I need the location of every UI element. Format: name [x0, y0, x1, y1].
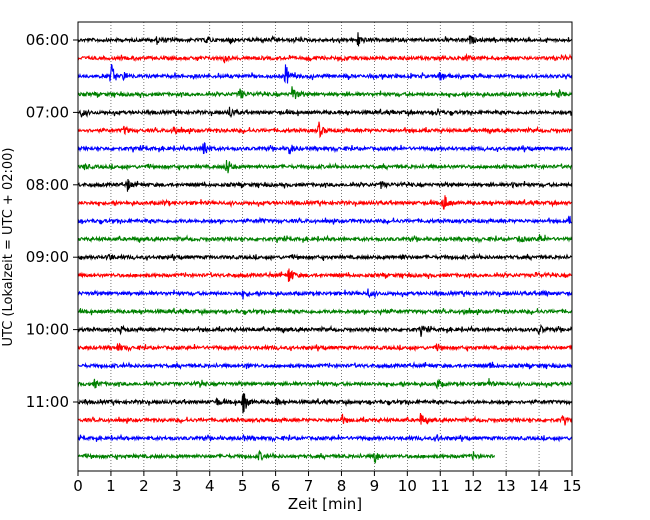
- trace-0600: [77, 32, 573, 47]
- x-tick-label-13: 13: [497, 477, 516, 495]
- y-tick-label-0600: 06:00: [26, 31, 69, 49]
- trace-0730: [77, 141, 573, 155]
- x-tick-label-7: 7: [304, 477, 314, 495]
- x-axis-title: Zeit [min]: [288, 495, 362, 513]
- x-tick-label-11: 11: [431, 477, 450, 495]
- x-tick-label-8: 8: [337, 477, 347, 495]
- x-tick-label-14: 14: [530, 477, 549, 495]
- x-tick-label-4: 4: [205, 477, 215, 495]
- x-tick-label-9: 9: [370, 477, 380, 495]
- axes-frame: [77, 21, 573, 472]
- trace-1145: [77, 449, 496, 465]
- x-tick-label-15: 15: [562, 477, 581, 495]
- trace-0700: [77, 106, 573, 119]
- trace-1115: [77, 412, 573, 426]
- trace-layer: [77, 32, 573, 465]
- x-tick-label-5: 5: [238, 477, 248, 495]
- trace-0915: [77, 268, 573, 282]
- plot-frame: [77, 21, 573, 472]
- trace-1015: [77, 342, 573, 353]
- x-tick-label-6: 6: [271, 477, 281, 495]
- x-tick-label-10: 10: [398, 477, 417, 495]
- trace-1045: [77, 378, 573, 390]
- x-tick-label-0: 0: [73, 477, 83, 495]
- y-tick-label-0900: 09:00: [26, 248, 69, 266]
- trace-0745: [77, 160, 573, 174]
- trace-0830: [77, 215, 573, 225]
- trace-0945: [77, 307, 573, 317]
- x-tick-label-1: 1: [106, 477, 116, 495]
- y-tick-label-0800: 08:00: [26, 176, 69, 194]
- trace-0900: [77, 252, 573, 262]
- y-axis-ticks: 06:00 07:00 08:00 09:00 10:00 11:00: [26, 31, 78, 411]
- x-tick-label-2: 2: [139, 477, 149, 495]
- trace-1100: [77, 393, 573, 414]
- x-tick-label-12: 12: [464, 477, 483, 495]
- y-tick-label-1000: 10:00: [26, 321, 69, 339]
- trace-1030: [77, 360, 573, 370]
- y-tick-label-1100: 11:00: [26, 393, 69, 411]
- trace-1000: [77, 323, 573, 337]
- trace-0615: [77, 52, 573, 64]
- trace-1130: [77, 433, 573, 443]
- x-tick-label-3: 3: [172, 477, 182, 495]
- y-tick-label-0700: 07:00: [26, 103, 69, 121]
- trace-0630: [77, 63, 573, 84]
- trace-0845: [77, 234, 573, 244]
- trace-0715: [77, 121, 573, 139]
- trace-0930: [77, 288, 573, 300]
- trace-0800: [77, 178, 573, 192]
- trace-0815: [77, 195, 573, 210]
- trace-0645: [77, 86, 573, 100]
- x-axis-ticks: 0 1 2 3 4 5 6 7 8 9 10 11 12 13 14 15: [73, 471, 582, 495]
- y-axis-title: UTC (Lokalzeit = UTC + 02:00): [1, 148, 16, 347]
